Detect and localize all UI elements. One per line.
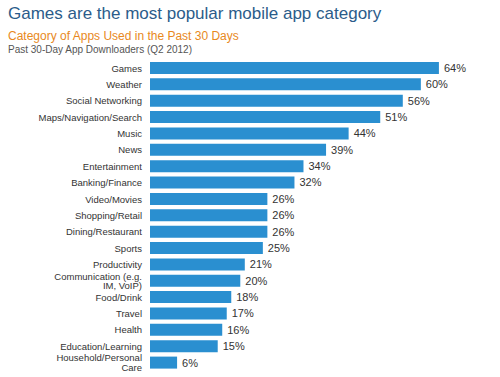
svg-text:Sports: Sports (115, 243, 143, 254)
svg-text:Dining/Restaurant: Dining/Restaurant (66, 226, 142, 237)
svg-text:15%: 15% (223, 340, 245, 352)
svg-text:32%: 32% (299, 176, 321, 188)
svg-text:39%: 39% (331, 144, 353, 156)
svg-text:Food/Drink: Food/Drink (96, 292, 143, 303)
svg-text:Household/PersonalCare: Household/PersonalCare (56, 352, 142, 373)
svg-text:Social Networking: Social Networking (66, 95, 142, 106)
svg-text:44%: 44% (354, 127, 376, 139)
svg-text:26%: 26% (272, 209, 294, 221)
svg-text:Productivity: Productivity (93, 259, 142, 270)
svg-text:20%: 20% (245, 275, 267, 287)
svg-text:Communication (e.g.IM, VoIP): Communication (e.g.IM, VoIP) (54, 271, 142, 292)
svg-text:64%: 64% (444, 62, 466, 74)
svg-text:Health: Health (115, 324, 142, 335)
svg-text:Games: Games (111, 63, 142, 74)
svg-text:60%: 60% (426, 78, 448, 90)
svg-text:Banking/Finance: Banking/Finance (71, 177, 142, 188)
svg-text:Maps/Navigation/Search: Maps/Navigation/Search (39, 112, 143, 123)
svg-text:21%: 21% (250, 258, 272, 270)
svg-text:56%: 56% (408, 95, 430, 107)
svg-text:Music: Music (117, 128, 142, 139)
svg-text:51%: 51% (385, 111, 407, 123)
svg-text:25%: 25% (268, 242, 290, 254)
svg-text:Entertainment: Entertainment (83, 161, 143, 172)
svg-text:26%: 26% (272, 193, 294, 205)
svg-text:26%: 26% (272, 226, 294, 238)
html-text:Past 30-Day App Downloaders (Q: Past 30-Day App Downloaders (Q2 2012) (8, 44, 192, 55)
svg-text:6%: 6% (182, 357, 198, 369)
svg-text:Video/Movies: Video/Movies (85, 194, 142, 205)
svg-text:34%: 34% (308, 160, 330, 172)
html-text:Category of Apps Used in the P: Category of Apps Used in the Past 30 Day… (8, 29, 239, 43)
svg-text:17%: 17% (232, 307, 254, 319)
svg-text:16%: 16% (227, 324, 249, 336)
svg-text:Shopping/Retail: Shopping/Retail (75, 210, 142, 221)
svg-text:18%: 18% (236, 291, 258, 303)
svg-text:Weather: Weather (106, 79, 142, 90)
svg-text:Travel: Travel (116, 308, 142, 319)
svg-text:Education/Learning: Education/Learning (60, 341, 142, 352)
html-text:Games are the most popular mob: Games are the most popular mobile app ca… (8, 4, 382, 23)
svg-text:News: News (118, 144, 142, 155)
